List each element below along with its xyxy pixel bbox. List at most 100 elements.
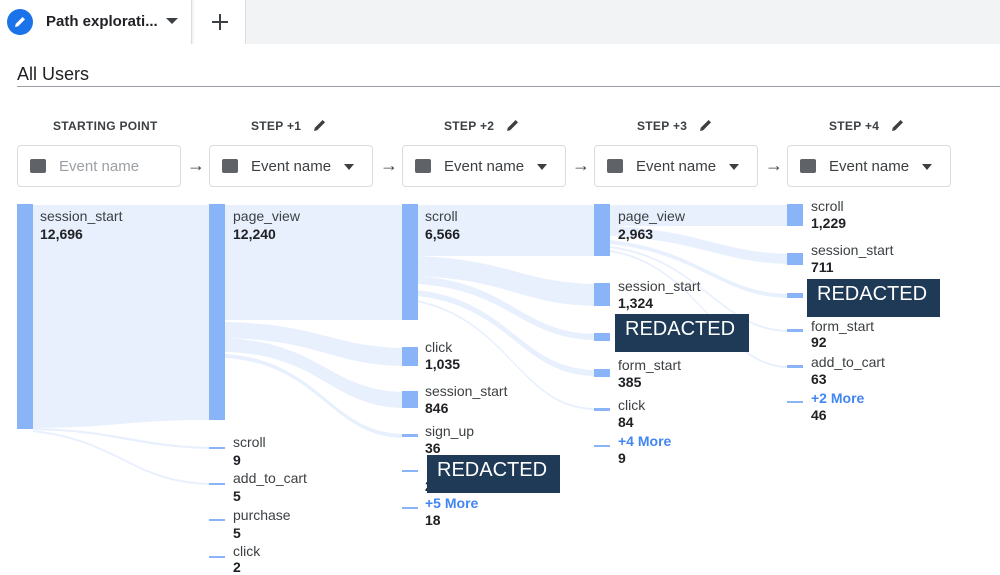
- tab-label: Path explorati...: [46, 13, 158, 30]
- step-title-2: STEP +2: [444, 119, 495, 133]
- plus-icon: [212, 14, 228, 30]
- node-name[interactable]: purchase: [233, 507, 291, 523]
- node-value: 18: [425, 512, 441, 528]
- node-bar-form-start: [594, 369, 610, 377]
- flow-bars: [17, 204, 803, 558]
- chevron-down-icon: [922, 164, 932, 170]
- selector-label: Event name: [829, 158, 910, 175]
- tab-path-exploration[interactable]: Path explorati...: [0, 0, 192, 44]
- node-bar-redacted: [787, 293, 803, 298]
- more-link[interactable]: +5 More: [425, 495, 479, 511]
- node-value: 92: [811, 334, 827, 350]
- pencil-icon[interactable]: [311, 116, 329, 134]
- node-value: 846: [425, 400, 449, 416]
- node-name[interactable]: session_start: [425, 383, 508, 399]
- arrow-right-icon: →: [572, 155, 590, 175]
- chevron-down-icon: [729, 164, 739, 170]
- cursor-icon: [800, 159, 816, 173]
- node-name[interactable]: form_start: [811, 318, 875, 334]
- pencil-icon[interactable]: [504, 116, 522, 134]
- cursor-icon: [222, 159, 238, 173]
- node-value: 84: [618, 414, 634, 430]
- node-name[interactable]: page_view: [233, 208, 300, 224]
- flow-link: [417, 276, 594, 340]
- flow-link: [225, 205, 402, 320]
- arrow-right-icon: →: [380, 155, 398, 175]
- step-3-selector[interactable]: Event name: [594, 145, 758, 187]
- step-1-selector[interactable]: Event name: [209, 145, 373, 187]
- selector-placeholder: Event name: [59, 158, 140, 175]
- node-bar-add-to-cart: [209, 483, 225, 485]
- step-title-3: STEP +3: [637, 119, 688, 133]
- flow-link: [33, 205, 209, 428]
- step-4-selector[interactable]: Event name: [787, 145, 951, 187]
- cursor-icon: [30, 159, 46, 173]
- node-value: 9: [618, 450, 626, 466]
- node-name[interactable]: click: [425, 339, 453, 355]
- node-name[interactable]: add_to_cart: [233, 470, 307, 486]
- add-tab-button[interactable]: [194, 0, 246, 44]
- step-title-1: STEP +1: [251, 119, 302, 133]
- node-name[interactable]: scroll: [811, 198, 844, 214]
- node-value: 2: [233, 559, 241, 575]
- flow-link: [417, 205, 594, 256]
- node-bar-page-view: [209, 204, 225, 420]
- node-name[interactable]: click: [233, 543, 261, 559]
- node-name[interactable]: page_view: [618, 208, 685, 224]
- node-bar-add-to-cart: [787, 365, 803, 368]
- step-2-selector[interactable]: Event name: [402, 145, 566, 187]
- node-name[interactable]: scroll: [425, 208, 458, 224]
- node-name[interactable]: add_to_cart: [811, 354, 885, 370]
- node-name[interactable]: session_start: [618, 278, 701, 294]
- node-value: 63: [811, 371, 827, 387]
- node-bar-session-start: [402, 391, 418, 408]
- node-bar-more: [787, 401, 803, 403]
- flow-link: [610, 226, 787, 264]
- node-bar-more: [594, 445, 610, 447]
- node-name[interactable]: scroll: [233, 434, 266, 450]
- redacted-label: REDACTED: [427, 455, 560, 493]
- flow-link: [417, 290, 594, 376]
- flow-link: [610, 240, 787, 298]
- more-link[interactable]: +4 More: [618, 433, 672, 449]
- node-bar-session-start: [594, 283, 610, 306]
- chevron-down-icon[interactable]: [166, 18, 178, 24]
- node-bar-session-start: [787, 253, 803, 265]
- segment-divider: [17, 86, 1000, 87]
- cursor-icon: [607, 159, 623, 173]
- more-link[interactable]: +2 More: [811, 390, 865, 406]
- node-value: 9: [233, 452, 241, 468]
- node-value: 6,566: [425, 226, 461, 242]
- chevron-down-icon: [537, 164, 547, 170]
- node-bar-scroll: [402, 204, 418, 320]
- node-value: 5: [233, 488, 241, 504]
- node-name[interactable]: session_start: [40, 208, 123, 224]
- pencil-icon[interactable]: [697, 116, 715, 134]
- node-value: 46: [811, 407, 827, 423]
- node-name[interactable]: form_start: [618, 357, 682, 373]
- node-bar-session-start: [17, 204, 33, 429]
- node-name[interactable]: click: [618, 397, 646, 413]
- step-title-4: STEP +4: [829, 119, 880, 133]
- redacted-label: REDACTED: [807, 279, 940, 317]
- flow-link: [417, 256, 594, 306]
- node-bar-redacted: [402, 470, 418, 472]
- pencil-icon[interactable]: [889, 116, 907, 134]
- segment-title: All Users: [17, 64, 90, 84]
- node-bar-more: [402, 507, 418, 509]
- node-value: 12,240: [233, 226, 276, 242]
- flow-link: [33, 428, 209, 449]
- node-bar-click: [402, 347, 418, 366]
- starting-point-selector[interactable]: Event name: [17, 145, 181, 187]
- pencil-circle-icon: [7, 9, 33, 35]
- node-bar-page-view: [594, 204, 610, 256]
- node-name[interactable]: session_start: [811, 242, 894, 258]
- node-value: 36: [425, 440, 441, 456]
- flow-link: [417, 300, 594, 410]
- cursor-icon: [415, 159, 431, 173]
- flow-links: [33, 205, 787, 485]
- node-value: 1,035: [425, 356, 461, 372]
- node-value: 2,963: [618, 226, 654, 242]
- node-name[interactable]: sign_up: [425, 423, 475, 439]
